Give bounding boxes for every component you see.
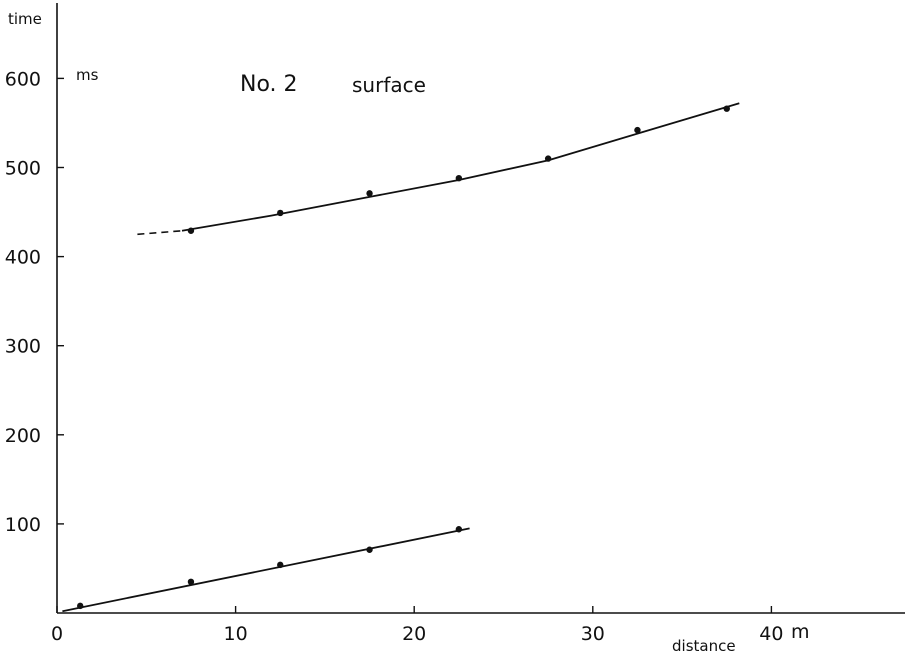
y-tick-label: 500 [5, 158, 41, 180]
series-1 [137, 102, 740, 236]
x-tick-label: 10 [224, 623, 248, 645]
data-point [455, 174, 463, 182]
y-axis-label: time [8, 10, 42, 28]
series-2 [62, 526, 470, 613]
chart-title: No. 2 [240, 72, 298, 97]
ticks: 0 10 20 30 40 100 200 300 400 500 600 [5, 68, 784, 645]
data-point [77, 602, 84, 610]
data-point [455, 526, 463, 533]
series-1-fit-line [181, 102, 740, 232]
x-tick-label: 30 [581, 623, 605, 645]
y-tick-label: 400 [5, 247, 41, 269]
x-tick-label: 40 [759, 623, 783, 645]
data-point [366, 546, 373, 553]
series-layer [62, 102, 740, 613]
y-tick-label: 600 [5, 68, 41, 90]
data-point [277, 561, 284, 569]
x-unit-label: m [791, 621, 810, 643]
y-tick-label: 300 [5, 336, 41, 358]
data-point [544, 155, 552, 162]
data-point [187, 227, 195, 234]
y-tick-label: 200 [5, 425, 41, 447]
series-1-fit-extension [137, 230, 183, 236]
data-point [277, 209, 284, 217]
x-axis-label: distance [672, 637, 736, 655]
x-tick-label: 0 [51, 623, 63, 645]
y-unit-label: ms [76, 66, 99, 84]
series-2-fit-line [62, 527, 470, 613]
data-point [187, 578, 195, 586]
data-point [634, 126, 641, 134]
chart-subtitle: surface [352, 73, 426, 97]
data-point [366, 190, 373, 197]
x-tick-label: 20 [402, 623, 426, 645]
data-point [723, 105, 730, 112]
y-tick-label: 100 [5, 514, 41, 536]
axes [56, 3, 905, 614]
